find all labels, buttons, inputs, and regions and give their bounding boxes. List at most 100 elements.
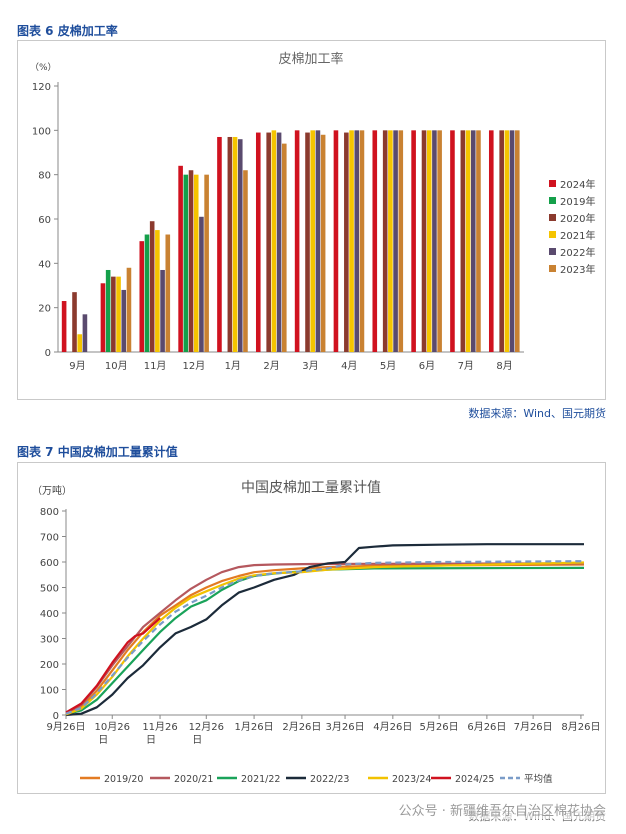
y-tick-label: 120 <box>32 82 51 93</box>
x-tick-label: 日 <box>192 735 202 746</box>
bar <box>188 170 194 352</box>
bar <box>139 241 145 352</box>
legend-swatch <box>549 248 556 255</box>
bar <box>504 130 510 352</box>
x-tick-label: 1月 <box>225 360 241 372</box>
legend-label: 2019/20 <box>104 774 143 785</box>
bar <box>470 130 476 352</box>
y-tick-label: 700 <box>40 533 59 544</box>
x-tick-label: 3月 <box>302 360 318 372</box>
bar <box>121 289 127 352</box>
bar <box>111 276 116 352</box>
bar <box>359 130 365 352</box>
legend-swatch <box>549 180 556 187</box>
x-tick-label: 12月26 <box>189 721 224 733</box>
bar <box>144 234 150 352</box>
legend-label: 2024年 <box>560 178 595 191</box>
fig7-caption: 图表 7 中国皮棉加工量累计值 <box>17 445 178 459</box>
bar <box>276 132 282 352</box>
x-tick-label: 9月26日 <box>46 721 85 733</box>
x-tick-label: 4月26日 <box>373 721 412 733</box>
y-tick-label: 300 <box>40 635 59 646</box>
y-tick-label: 600 <box>40 558 59 569</box>
bar <box>77 334 83 352</box>
bar <box>232 136 238 352</box>
legend-swatch <box>549 231 556 238</box>
bar <box>193 174 199 352</box>
x-tick-label: 1月26日 <box>235 721 274 733</box>
chart-title: 中国皮棉加工量累计值 <box>241 479 381 496</box>
legend-label: 2021年 <box>560 229 595 242</box>
y-tick-label: 20 <box>38 304 51 315</box>
y-tick-label: 400 <box>40 609 59 620</box>
legend-label: 2020年 <box>560 212 595 225</box>
line-chart: 中国皮棉加工量累计值 （万吨） 0 100 200 300 400 500 600 700 800 9… <box>32 479 600 785</box>
bar <box>460 130 466 352</box>
legend-label: 2021/22 <box>241 774 280 785</box>
bar <box>255 132 261 352</box>
legend-label: 2022/23 <box>310 774 349 785</box>
y-tick-label: 500 <box>40 584 59 595</box>
y-tick-label: 40 <box>38 259 51 270</box>
bar <box>281 143 287 352</box>
bar <box>488 130 494 352</box>
bar <box>199 216 204 352</box>
bar <box>165 234 171 352</box>
bar <box>227 136 233 352</box>
bar <box>476 130 481 352</box>
chart-title: 皮棉加工率 <box>278 51 343 67</box>
y-tick-label: 800 <box>40 507 59 518</box>
legend-swatch <box>549 265 556 272</box>
x-tick-label: 7月 <box>458 360 474 372</box>
legend-label: 2020/21 <box>174 774 213 785</box>
watermark: 公众号 · 新疆维吾尔自治区棉花协会 <box>398 800 606 819</box>
bar <box>393 130 398 352</box>
bar <box>398 130 404 352</box>
bar <box>509 130 515 352</box>
x-tick-label: 6月 <box>419 360 435 372</box>
bar <box>465 130 471 352</box>
bar <box>499 130 504 352</box>
bar <box>388 130 393 352</box>
bar <box>160 269 165 352</box>
line-chart-frame: 中国皮棉加工量累计值 （万吨） 0 100 200 300 400 500 600 700 800 9… <box>17 462 606 794</box>
bar <box>344 132 349 352</box>
y-tick-label: 200 <box>40 660 59 671</box>
bar <box>426 130 432 352</box>
x-tick-label: 6月26日 <box>467 721 506 733</box>
y-tick-label: 80 <box>38 171 51 182</box>
y-axis-unit: （万吨） <box>32 484 72 497</box>
bar <box>421 130 427 352</box>
legend-label: 2019年 <box>560 195 595 208</box>
x-tick-label: 2月 <box>263 360 279 372</box>
bar-chart: 皮棉加工率 （%） 0 20 40 60 80 100 120 9月 10月 11月 12月 1月 2月 3月… <box>30 51 595 372</box>
series-line <box>65 543 584 717</box>
bar <box>310 130 316 352</box>
x-tick-label: 11月 <box>144 360 167 372</box>
bar <box>178 165 183 352</box>
bar <box>305 132 310 352</box>
legend-label: 2024/25 <box>455 774 494 785</box>
bar <box>315 130 321 352</box>
x-tick-label: 日 <box>146 735 156 746</box>
bar <box>116 276 121 352</box>
bar-chart-frame: 皮棉加工率 （%） 0 20 40 60 80 100 120 9月 10月 11月 12月 1月 2月 3月… <box>17 40 606 400</box>
x-tick-label: 5月26日 <box>420 721 459 733</box>
bar <box>149 221 155 352</box>
bar <box>100 283 106 352</box>
x-tick-label: 11月26 <box>142 721 177 733</box>
x-tick-label: 5月 <box>380 360 396 372</box>
bar <box>183 174 189 352</box>
y-tick-label: 0 <box>45 348 51 359</box>
bar <box>514 130 520 352</box>
bar <box>432 130 437 352</box>
fig6-source: 数据来源：Wind、国元期货 <box>468 407 606 420</box>
legend-label: 2023年 <box>560 263 595 276</box>
bar <box>333 130 339 352</box>
bar <box>354 130 360 352</box>
bar <box>61 301 67 352</box>
bar <box>155 230 160 352</box>
bar <box>294 130 300 352</box>
x-tick-label: 12月 <box>183 360 206 372</box>
x-tick-label: 8月 <box>496 360 512 372</box>
